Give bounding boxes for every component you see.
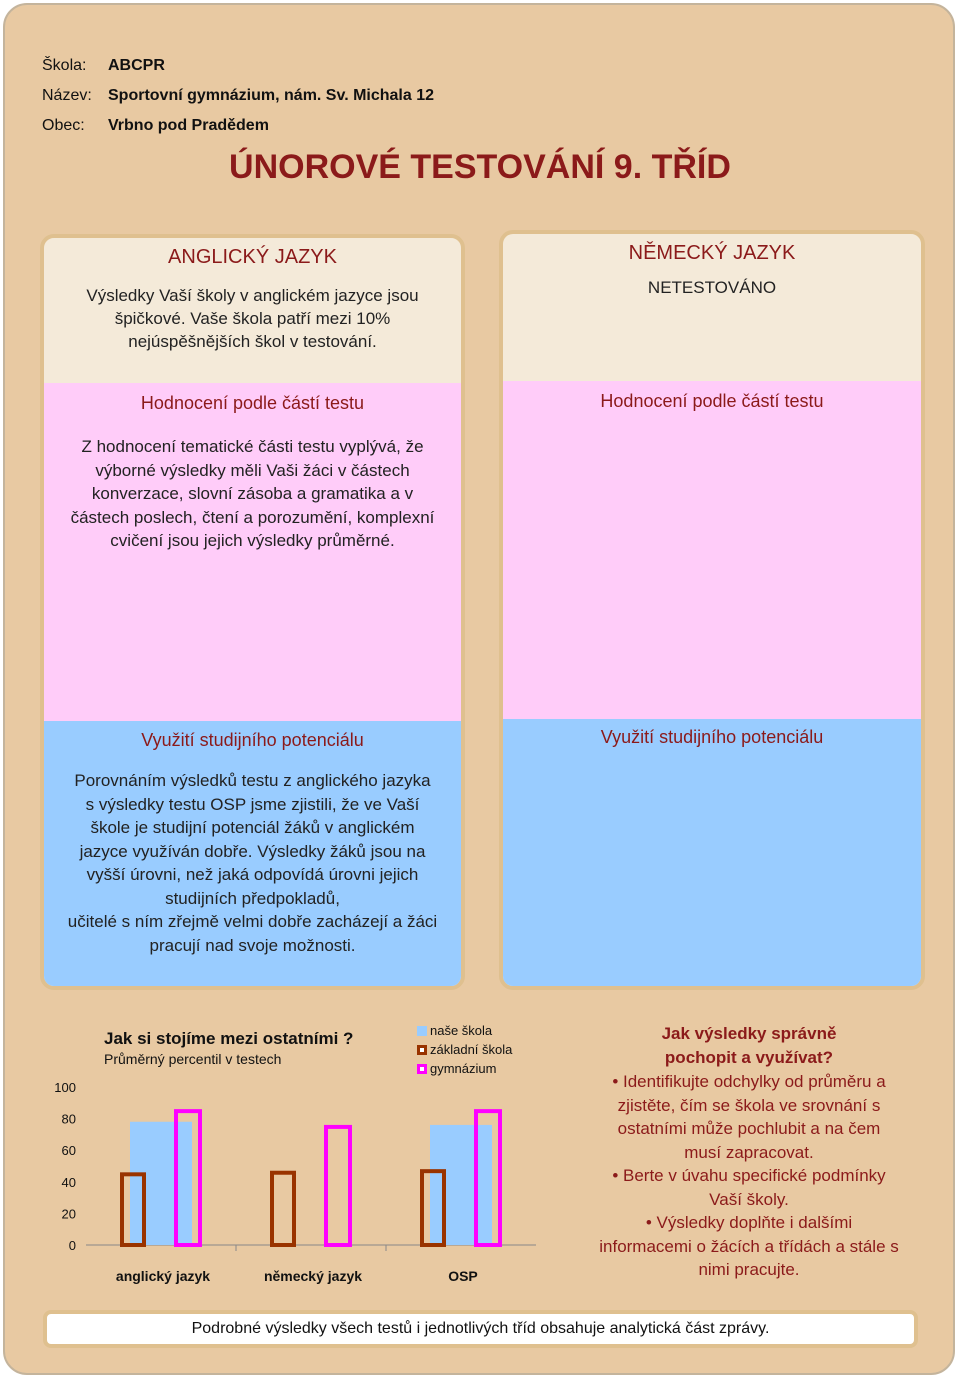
tip-line: nimi pracujte.: [698, 1260, 800, 1279]
tip-line: • Výsledky doplňte i dalšími: [645, 1213, 853, 1232]
y-tick-label: 20: [62, 1206, 76, 1221]
school-code-label: Škola:: [42, 57, 87, 74]
english-summary-line: nejúspěšnějších škol v testování.: [128, 332, 377, 351]
school-name-label: Název:: [42, 87, 92, 104]
bar-basic-school: [120, 1172, 146, 1247]
english-summary-line: špičkové. Vaše škola patří mezi 10%: [114, 309, 391, 328]
bar-gymnasium: [474, 1109, 502, 1248]
tip-line: • Identifikujte odchylky od průměru a: [612, 1072, 886, 1091]
tip-line: ostatními může pochlubit a na čem: [617, 1119, 881, 1138]
tip-line: zjistěte, čím se škola ve srovnání s: [617, 1095, 881, 1115]
german-parts-section: Hodnocení podle částí testu: [503, 381, 921, 719]
german-status: NETESTOVÁNO: [647, 278, 777, 297]
legend-label: gymnázium: [430, 1061, 497, 1076]
tip-line: musí zapracovat.: [684, 1142, 814, 1162]
bar-basic-school: [420, 1169, 446, 1247]
legend-swatch: [417, 1064, 427, 1074]
german-potential-section: Využití studijního potenciálu: [503, 719, 921, 986]
english-potential-section: Využití studijního potenciálu Porovnáním…: [44, 721, 461, 986]
english-potential-line: jazyce využíván dobře. Výsledky žáků jso…: [79, 841, 426, 861]
english-potential-line: učitelé s ním zřejmě velmi dobře zacháze…: [67, 912, 438, 931]
tip-line: Vaší školy.: [709, 1189, 789, 1209]
chart-title: Jak si stojíme mezi ostatními ?: [104, 1029, 354, 1048]
x-category-label: OSP: [448, 1268, 478, 1284]
school-name: Sportovní gymnázium, nám. Sv. Michala 12: [108, 87, 435, 104]
bar-gymnasium: [324, 1124, 352, 1247]
english-parts-text: Z hodnocení tematické části testu vyplýv…: [50, 435, 455, 553]
english-parts-line: Z hodnocení tematické části testu vyplýv…: [81, 437, 424, 456]
legend-label: naše škola: [430, 1023, 493, 1038]
english-potential-title: Využití studijního potenciálu: [141, 730, 364, 750]
x-category-label: anglický jazyk: [116, 1268, 210, 1284]
bar-our-school: [430, 1124, 492, 1245]
legend-swatch: [417, 1026, 427, 1036]
x-category-label: německý jazyk: [264, 1268, 362, 1284]
legend-label: základní škola: [430, 1042, 513, 1057]
german-panel: NĚMECKÝ JAZYK NETESTOVÁNO Hodnocení podl…: [499, 230, 925, 990]
tip-line: • Berte v úvahu specifické podmínky: [612, 1166, 886, 1185]
results-chart: 0 20 40 60 80 100 anglický jazyk německý jazyk O…: [54, 1080, 536, 1284]
y-tick-label: 0: [69, 1238, 76, 1253]
english-panel: ANGLICKÝ JAZYK Výsledky Vaší školy v ang…: [40, 234, 465, 990]
english-potential-line: škole je studijní potenciál žáků v angli…: [90, 818, 415, 837]
german-title: NĚMECKÝ JAZYK: [628, 242, 796, 264]
english-parts-section: Hodnocení podle částí testu Z hodnocení …: [44, 383, 461, 721]
bar-basic-school: [270, 1170, 296, 1247]
english-parts-title: Hodnocení podle částí testu: [140, 393, 365, 413]
english-title: ANGLICKÝ JAZYK: [168, 246, 337, 268]
english-potential-line: studijních předpokladů,: [165, 888, 340, 908]
german-potential-title: Využití studijního potenciálu: [600, 727, 824, 747]
english-parts-line: částech poslech, čtení a porozumění, kom…: [70, 507, 435, 527]
tips-section: Jak výsledky správně pochopit a využívat…: [574, 1022, 924, 1282]
english-summary: Výsledky Vaší školy v anglickém jazyce j…: [44, 284, 461, 353]
english-parts-line: výborné výsledky měli Vaši žáci v částec…: [95, 460, 410, 480]
english-potential-text: Porovnáním výsledků testu z anglického j…: [50, 769, 455, 957]
bar-our-school: [130, 1121, 192, 1245]
school-town: Vrbno pod Pradědem: [108, 117, 269, 134]
english-parts-line: konverzace, slovní zásoba a gramatika a …: [91, 484, 414, 503]
legend-swatch: [417, 1045, 427, 1055]
y-tick-label: 80: [62, 1112, 76, 1127]
bar-gymnasium: [174, 1109, 202, 1248]
german-parts-title: Hodnocení podle částí testu: [600, 391, 824, 411]
tips-title-line: Jak výsledky správně: [661, 1024, 837, 1043]
tips-title-line: pochopit a využívat?: [664, 1048, 834, 1067]
tip-line: informacemi o žácích a třídách a stále s: [599, 1236, 899, 1256]
english-summary-line: Výsledky Vaší školy v anglickém jazyce j…: [86, 286, 419, 305]
school-code-row: Škola: ABCPR: [42, 57, 165, 75]
english-parts-line: cvičení jsou jejich výsledky průměrné.: [110, 531, 395, 550]
chart-subtitle: Průměrný percentil v testech: [104, 1051, 282, 1067]
y-tick-label: 60: [62, 1143, 76, 1158]
english-potential-line: s výsledky testu OSP jsme zjistili, že v…: [85, 794, 420, 814]
school-name-row: Název: Sportovní gymnázium, nám. Sv. Mich…: [42, 87, 434, 105]
y-tick-label: 40: [62, 1175, 76, 1190]
school-town-row: Obec: Vrbno pod Pradědem: [42, 117, 269, 135]
school-code: ABCPR: [108, 57, 165, 74]
footer-note: Podrobné výsledky všech testů i jednotli…: [43, 1310, 918, 1348]
english-potential-line: pracují nad svoje možnosti.: [149, 935, 356, 955]
english-potential-line: vyšší úrovni, než jaká odpovídá úrovni j…: [86, 865, 419, 884]
school-town-label: Obec:: [42, 117, 85, 134]
y-tick-label: 100: [54, 1080, 76, 1095]
english-potential-line: Porovnáním výsledků testu z anglického j…: [74, 771, 431, 790]
page-title: ÚNOROVÉ TESTOVÁNÍ 9. TŘÍD: [229, 148, 731, 186]
